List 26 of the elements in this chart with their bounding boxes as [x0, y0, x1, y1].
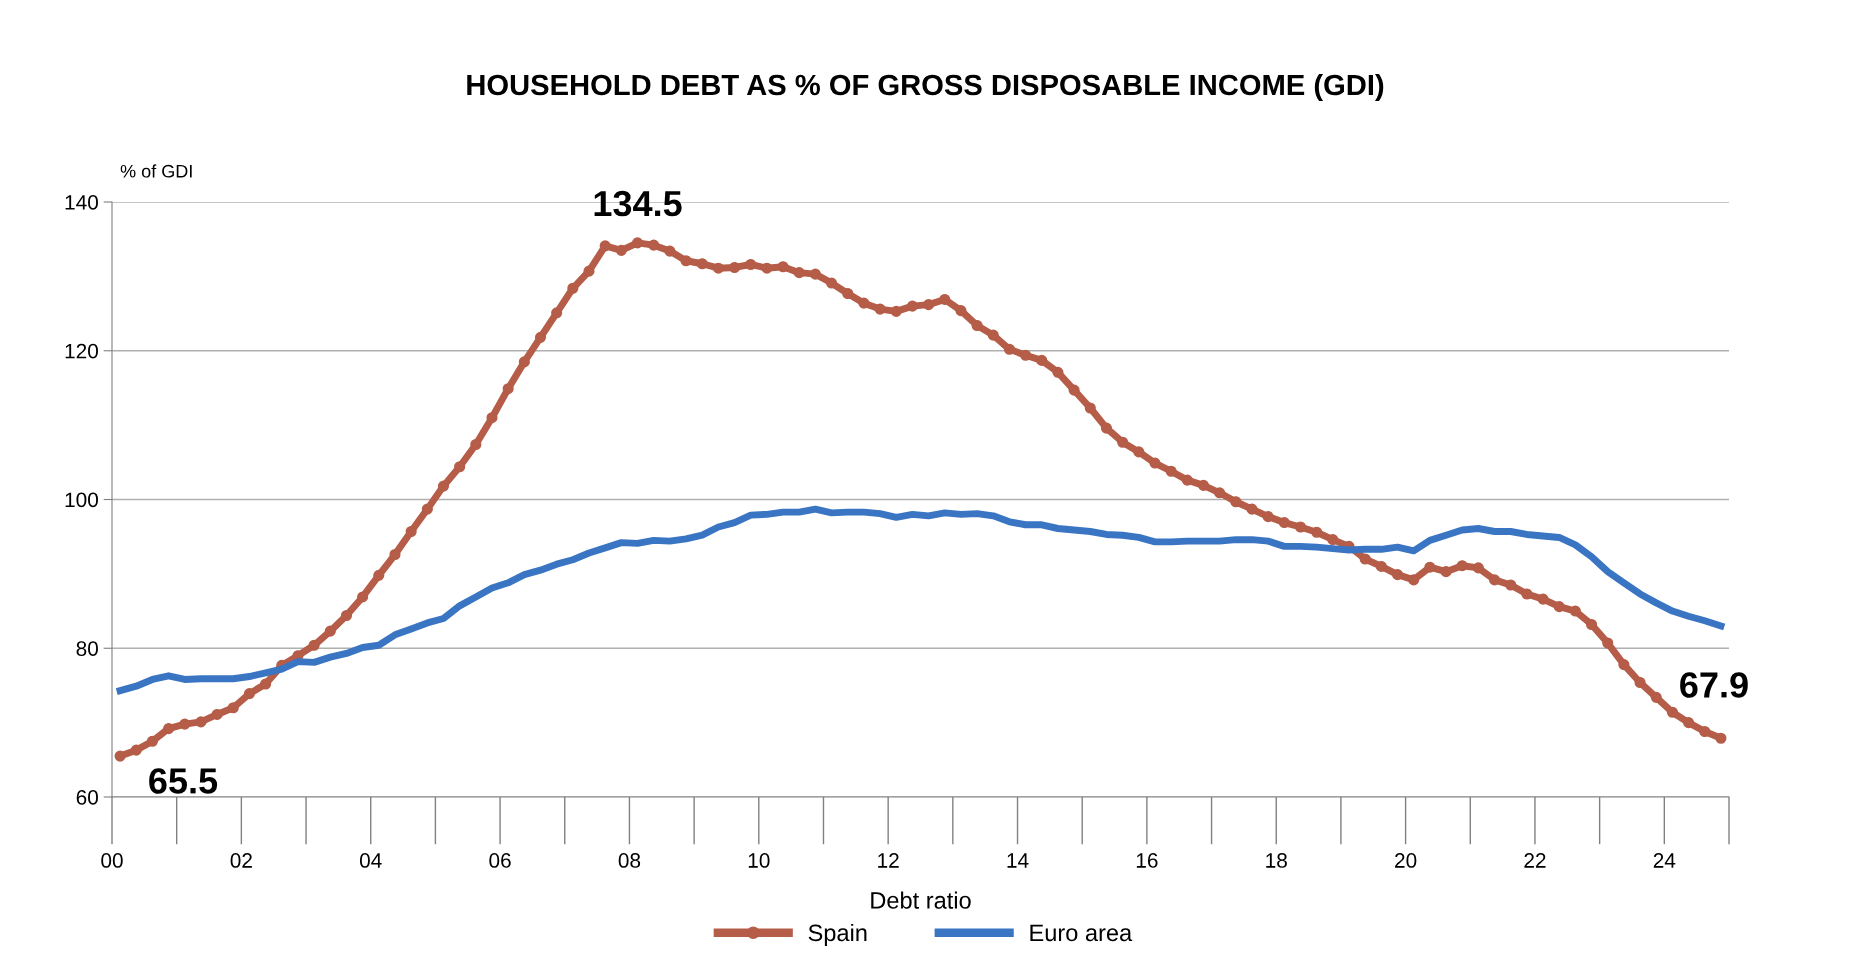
annotation: 67.9 — [1680, 672, 1748, 698]
y-axis-title: % of GDI — [120, 164, 192, 178]
x-tick-label: 14 — [1007, 853, 1029, 868]
x-tick-label: 18 — [1266, 853, 1287, 868]
annotation: 134.5 — [594, 190, 682, 217]
x-tick-label: 24 — [1653, 853, 1676, 868]
x-tick-label: 00 — [101, 853, 123, 868]
chart-title: HOUSEHOLD DEBT AS % OF GROSS DISPOSABLE INCOME (GDI) — [467, 73, 1384, 102]
x-tick-label: 02 — [230, 853, 252, 868]
y-tick-label: 80 — [76, 641, 98, 656]
x-tick-label: 10 — [748, 853, 770, 868]
x-tick-label: 06 — [489, 853, 511, 868]
y-tick-label: 60 — [76, 790, 98, 805]
y-tick-label: 100 — [65, 492, 98, 508]
x-tick-label: 22 — [1524, 853, 1546, 868]
x-tick-label: 08 — [618, 853, 641, 868]
x-tick-label: 20 — [1395, 853, 1417, 868]
y-tick-label: 120 — [65, 343, 98, 359]
legend-label: Spain — [808, 923, 867, 946]
x-axis-title: Debt ratio — [871, 891, 971, 909]
x-tick-label: 16 — [1136, 853, 1158, 868]
legend-label: Euro area — [1030, 924, 1133, 942]
x-tick-label: 12 — [878, 853, 899, 868]
annotation: 65.5 — [149, 768, 218, 794]
x-tick-label: 04 — [359, 853, 382, 868]
y-tick-label: 140 — [65, 195, 98, 210]
